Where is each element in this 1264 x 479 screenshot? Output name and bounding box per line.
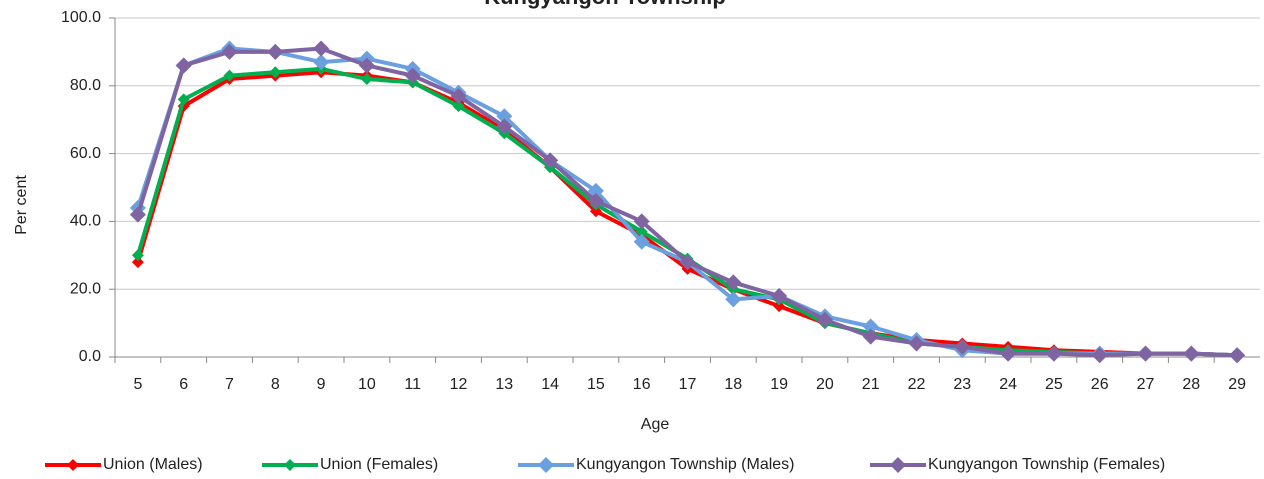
x-tick-label: 17	[679, 376, 697, 393]
y-tick-label: 0.0	[79, 348, 101, 365]
legend-marker	[284, 459, 296, 471]
x-tick-label: 21	[862, 376, 880, 393]
y-tick-label: 80.0	[70, 77, 101, 94]
point-marker	[771, 287, 788, 304]
x-tick-label: 11	[404, 376, 421, 393]
x-tick-label: 29	[1228, 376, 1246, 393]
point-marker	[221, 43, 238, 60]
legend-label: Union (Females)	[320, 456, 438, 473]
point-marker	[1229, 347, 1246, 364]
point-marker	[635, 225, 648, 238]
point-marker	[542, 152, 559, 169]
point-marker	[313, 54, 330, 71]
legend-label: Kungyangon Township (Females)	[928, 456, 1165, 473]
x-tick-label: 20	[816, 376, 834, 393]
point-marker	[496, 108, 513, 125]
point-marker	[360, 73, 373, 86]
x-tick-label: 8	[271, 376, 280, 393]
x-tick-label: 25	[1045, 376, 1063, 393]
y-tick-label: 100.0	[61, 9, 101, 26]
point-marker	[633, 213, 650, 230]
legend-label: Kungyangon Township (Males)	[576, 456, 795, 473]
series-line	[135, 66, 1238, 358]
x-tick-label: 12	[450, 376, 468, 393]
point-marker	[131, 249, 144, 262]
legend-marker	[67, 459, 79, 471]
point-marker	[1000, 345, 1017, 362]
point-marker	[1045, 345, 1062, 362]
x-tick-label: 6	[179, 376, 188, 393]
x-tick-label: 14	[541, 376, 559, 393]
point-marker	[267, 43, 284, 60]
point-marker	[177, 93, 190, 106]
y-tick-label: 20.0	[70, 280, 101, 297]
x-axis-label: Age	[641, 416, 670, 433]
series-line	[135, 70, 1238, 358]
point-marker	[269, 66, 282, 79]
point-marker	[816, 311, 833, 328]
point-marker	[862, 328, 879, 345]
point-marker	[908, 335, 925, 352]
x-tick-label: 26	[1091, 376, 1109, 393]
x-tick-label: 13	[495, 376, 513, 393]
point-marker	[450, 87, 467, 104]
point-marker	[496, 118, 513, 135]
point-marker	[223, 69, 236, 82]
x-tick-label: 23	[953, 376, 971, 393]
chart-title: Kungyangon Township	[484, 0, 726, 9]
x-tick-label: 28	[1182, 376, 1200, 393]
point-marker	[175, 57, 192, 74]
point-marker	[404, 67, 421, 84]
legend-marker	[538, 457, 554, 473]
point-marker	[131, 256, 144, 269]
point-marker	[954, 338, 971, 355]
legend-label: Union (Males)	[103, 456, 203, 473]
legend-marker	[890, 457, 906, 473]
y-tick-label: 60.0	[70, 145, 101, 162]
x-tick-label: 19	[770, 376, 788, 393]
point-marker	[679, 254, 696, 271]
x-tick-label: 22	[908, 376, 926, 393]
x-tick-label: 10	[358, 376, 376, 393]
x-tick-label: 15	[587, 376, 605, 393]
point-marker	[587, 193, 604, 210]
point-marker	[725, 274, 742, 291]
x-tick-label: 7	[225, 376, 234, 393]
point-marker	[452, 100, 465, 113]
point-marker	[1137, 345, 1154, 362]
x-tick-label: 24	[999, 376, 1017, 393]
series-line	[135, 46, 1238, 358]
x-tick-label: 5	[133, 376, 142, 393]
point-marker	[129, 206, 146, 223]
point-marker	[633, 233, 650, 250]
point-marker	[862, 318, 879, 335]
point-marker	[313, 40, 330, 57]
point-marker	[358, 57, 375, 74]
x-tick-label: 27	[1137, 376, 1155, 393]
point-marker	[1183, 345, 1200, 362]
point-marker	[725, 291, 742, 308]
x-tick-label: 16	[633, 376, 651, 393]
x-tick-label: 9	[317, 376, 326, 393]
x-tick-label: 18	[724, 376, 742, 393]
y-axis-label: Per cent	[13, 175, 30, 235]
point-marker	[1091, 347, 1108, 364]
y-tick-label: 40.0	[70, 213, 101, 230]
series-line	[135, 46, 1238, 358]
